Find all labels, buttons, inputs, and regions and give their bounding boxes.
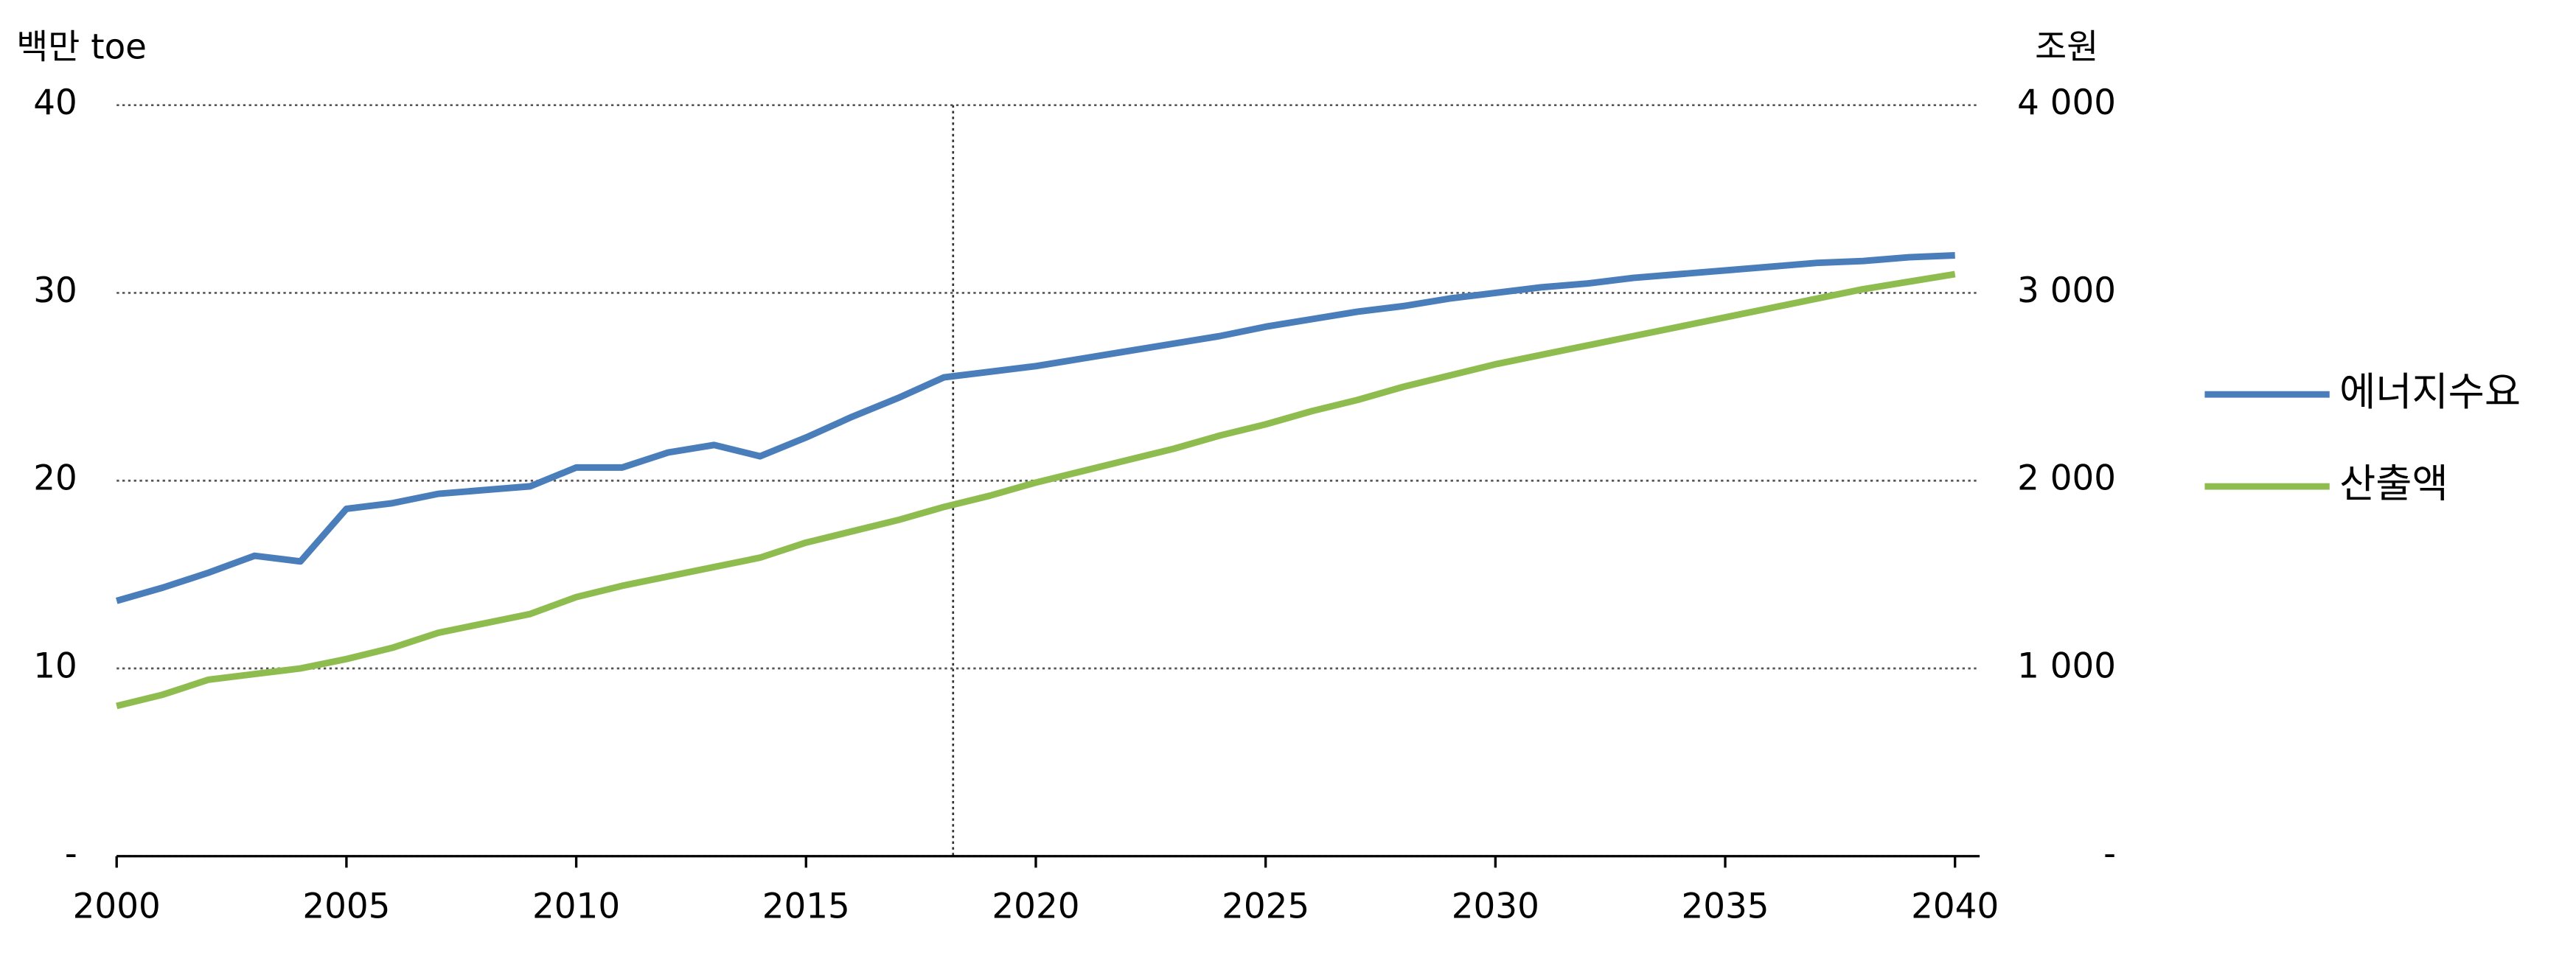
- y-tick-label: 10: [33, 646, 77, 686]
- y-axis-title: 백만 toe: [16, 27, 147, 67]
- x-tick-label: 2010: [532, 887, 620, 927]
- y2-axis-title: 조원: [2035, 27, 2098, 67]
- legend-label: 에너지수요: [2339, 368, 2521, 415]
- y2-tick-label: -: [2103, 834, 2116, 874]
- x-tick-label: 2015: [762, 887, 850, 927]
- y-tick-label: 40: [33, 83, 77, 123]
- x-tick-label: 2005: [302, 887, 390, 927]
- x-tick-label: 2020: [992, 887, 1079, 927]
- x-tick-label: 2040: [1911, 887, 1999, 927]
- y2-tick-label: 4 000: [2017, 83, 2116, 123]
- data-line: [116, 270, 1956, 710]
- y2-tick-label: 1 000: [2017, 646, 2116, 686]
- y-tick-label: 30: [33, 271, 77, 311]
- data-line: [115, 252, 1955, 604]
- y-tick-label: -: [65, 834, 77, 874]
- x-tick-label: 2030: [1452, 887, 1539, 927]
- x-tick-label: 2000: [73, 887, 161, 927]
- y2-tick-label: 3 000: [2017, 271, 2116, 311]
- y-tick-label: 20: [33, 459, 77, 499]
- x-tick-label: 2025: [1222, 887, 1309, 927]
- y2-tick-label: 2 000: [2017, 459, 2116, 499]
- legend-label: 산출액: [2339, 461, 2448, 507]
- x-tick-label: 2035: [1681, 887, 1769, 927]
